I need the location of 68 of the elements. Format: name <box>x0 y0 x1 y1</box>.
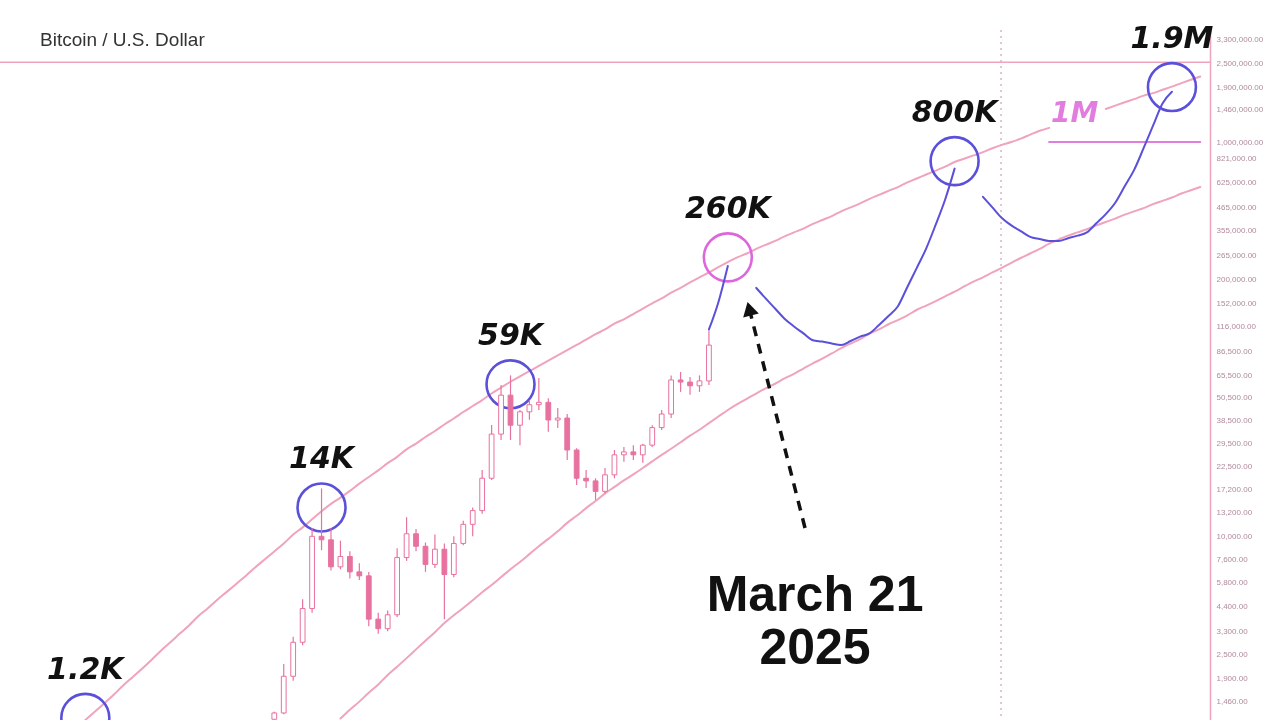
y-tick-label: 3,300,000.00 <box>1216 35 1264 45</box>
candlestick <box>337 540 344 570</box>
series-label: 1M <box>1051 96 1099 130</box>
candlestick <box>413 528 419 552</box>
candlestick <box>677 371 684 393</box>
y-tick-label: 1,000,000.00 <box>1216 137 1264 147</box>
candlestick <box>611 449 618 479</box>
candlestick <box>583 469 589 489</box>
candlestick <box>422 541 429 573</box>
y-tick-label: 2,500,000.00 <box>1216 59 1264 69</box>
candlestick <box>649 424 656 448</box>
candlestick <box>384 609 391 632</box>
y-tick-label: 116,000.00 <box>1216 321 1257 331</box>
data-label: 1.9M <box>1130 20 1214 56</box>
candlestick <box>375 612 382 635</box>
candlestick <box>592 477 599 501</box>
y-tick-label: 465,000.00 <box>1216 203 1258 213</box>
candlestick <box>554 407 561 429</box>
y-tick-label: 821,000.00 <box>1216 154 1258 164</box>
y-tick-label: 5,800.00 <box>1216 578 1249 588</box>
y-tick-label: 4,400.00 <box>1216 602 1249 612</box>
candlestick <box>460 520 467 546</box>
y-tick-label: 17,200.00 <box>1216 485 1253 495</box>
chart-title: Bitcoin / U.S. Dollar <box>40 29 206 50</box>
candlestick <box>347 550 353 580</box>
annotation: March 21 2025 <box>706 566 924 676</box>
candlestick <box>403 516 410 562</box>
point <box>1146 61 1198 113</box>
candlestick <box>432 534 438 569</box>
y-tick-label: 200,000.00 <box>1216 275 1258 285</box>
candlestick <box>535 377 542 411</box>
data-label: 14K <box>289 440 357 476</box>
y-tick-label: 1,460.00 <box>1216 696 1249 706</box>
candlestick <box>658 409 665 431</box>
y-tick-label: 1,900,000.00 <box>1216 82 1264 92</box>
y-tick-label: 625,000.00 <box>1216 177 1258 187</box>
candlestick <box>469 506 476 537</box>
y-tick-label: 29,500.00 <box>1216 439 1253 449</box>
y-tick-label: 22,500.00 <box>1216 462 1253 472</box>
y-tick-label: 3,300.00 <box>1216 626 1249 636</box>
candlestick <box>517 409 523 446</box>
point <box>296 482 347 533</box>
y-tick-label: 2,500.00 <box>1216 650 1249 660</box>
data-label: 59K <box>478 317 546 353</box>
y-tick-label: 13,200.00 <box>1216 508 1253 518</box>
y-tick-label: 1,900.00 <box>1216 673 1249 683</box>
data-label: 1.2K <box>47 650 127 686</box>
y-tick-label: 355,000.00 <box>1216 226 1258 236</box>
y-tick-label: 265,000.00 <box>1216 251 1258 261</box>
y-tick-label: 7,600.00 <box>1216 555 1249 565</box>
y-tick-label: 10,000.00 <box>1216 531 1253 541</box>
candlestick <box>687 376 693 396</box>
y-tick-label: 1,460,000.00 <box>1216 105 1264 115</box>
point <box>485 359 536 410</box>
candlestick <box>621 446 627 463</box>
candlestick <box>526 399 533 421</box>
y-tick-label: 86,500.00 <box>1216 347 1253 357</box>
data-label: 800K <box>911 94 1001 130</box>
candlestick <box>318 487 325 551</box>
y-tick-label: 50,500.00 <box>1216 393 1253 403</box>
y-tick-label: 152,000.00 <box>1216 298 1258 308</box>
data-label: 260K <box>684 190 774 226</box>
candlestick <box>545 397 552 433</box>
point <box>702 232 754 283</box>
point <box>929 135 980 187</box>
y-tick-label: 65,500.00 <box>1216 370 1253 380</box>
y-tick-label: 38,500.00 <box>1216 416 1253 426</box>
candlestick <box>602 467 608 495</box>
